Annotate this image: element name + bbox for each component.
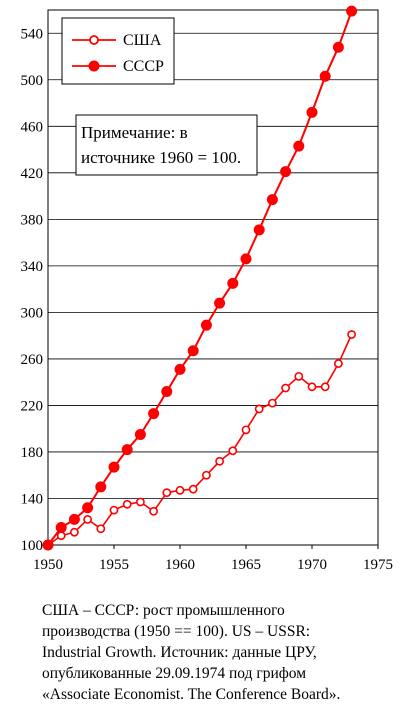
legend-label-ussr: СССР (123, 58, 164, 75)
usa-data-point (215, 456, 224, 466)
x-axis: 1950 1955 1960 1965 1970 1975 (33, 545, 393, 573)
ussr-data-point (42, 539, 54, 551)
plot-area (47, 9, 379, 546)
usa-data-point (228, 446, 238, 456)
caption-line: производства (1950 == 100). US – USSR: (42, 623, 311, 640)
y-tick-label: 140 (21, 491, 44, 507)
legend-label-usa: США (123, 32, 162, 49)
ussr-data-point (280, 166, 292, 178)
ussr-data-point (200, 319, 212, 331)
usa-data-point (320, 382, 330, 392)
note-box (75, 114, 258, 176)
note-line-1: Примечание: в (81, 123, 188, 142)
usa-data-point (96, 524, 106, 534)
y-tick-label: 180 (21, 445, 44, 461)
ussr-data-point (332, 41, 344, 53)
y-axis: 100 140 180 220 260 300 340 380 420 460 500 540 (21, 26, 44, 554)
ussr-data-point (68, 513, 80, 525)
ussr-data-point (319, 70, 331, 82)
x-tick-label: 1975 (363, 557, 393, 573)
x-tick-label: 1955 (99, 557, 129, 573)
y-tick-label: 220 (21, 398, 44, 414)
ussr-data-point (187, 345, 199, 357)
usa-data-point (347, 330, 356, 339)
usa-data-point (162, 488, 172, 498)
note-line-2: источнике 1960 = 100. (81, 148, 241, 167)
series-layer (42, 5, 358, 551)
usa-data-point (267, 398, 277, 408)
ussr-data-point (253, 224, 265, 236)
usa-data-point (175, 485, 185, 495)
ussr-data-point (240, 253, 252, 265)
usa-data-point (281, 383, 290, 393)
usa-data-point (294, 371, 304, 381)
usa-data-point (188, 484, 198, 494)
legend-box (61, 17, 175, 85)
ussr-data-point (95, 481, 107, 493)
usa-data-point (83, 515, 92, 524)
usa-data-point (149, 506, 158, 516)
y-tick-label: 100 (21, 538, 44, 554)
y-tick-label: 420 (21, 166, 44, 182)
usa-data-point (333, 359, 343, 368)
x-tick-label: 1965 (231, 557, 261, 573)
usa-data-point (201, 470, 211, 480)
ussr-data-point (346, 5, 358, 17)
ussr-data-point (306, 106, 318, 118)
ussr-data-point (293, 140, 305, 152)
usa-data-point (56, 531, 66, 541)
caption-line: Industrial Growth. Источник: данные ЦРУ, (42, 644, 317, 661)
ussr-data-point (55, 522, 67, 534)
x-tick-label: 1960 (165, 557, 195, 573)
x-tick-label: 1970 (297, 557, 327, 573)
usa-data-point (109, 505, 119, 515)
y-tick-label: 500 (21, 73, 44, 89)
annotation-note: Примечание: в источнике 1960 = 100. (75, 114, 258, 176)
ussr-data-point (134, 429, 146, 441)
legend-marker-usa (89, 35, 99, 45)
legend: США СССР (61, 17, 175, 85)
ussr-data-point (108, 461, 120, 473)
figure-caption: США – СССР: рост промышленного производс… (42, 600, 392, 705)
y-tick-label: 460 (21, 119, 44, 135)
ussr-data-point (214, 297, 226, 309)
ussr-data-point (82, 502, 94, 514)
y-tick-label: 260 (21, 352, 44, 368)
ussr-data-point (266, 194, 278, 206)
y-tick-label: 540 (21, 26, 44, 42)
caption-line: «Associate Economist. The Conference Boa… (42, 686, 341, 703)
usa-data-point (135, 497, 145, 507)
industrial-growth-chart: 100 140 180 220 260 300 340 380 420 460 500 540 195… (21, 5, 393, 573)
usa-data-point (307, 382, 317, 392)
legend-marker-ussr (88, 60, 100, 72)
usa-data-point (122, 499, 132, 509)
y-tick-label: 300 (21, 305, 44, 321)
usa-data-point (241, 425, 251, 435)
usa-data-point (254, 404, 264, 414)
ussr-data-point (148, 408, 160, 420)
usa-data-point (70, 527, 79, 537)
caption-line: опубликованные 29.09.1974 под грифом (42, 665, 307, 682)
caption-line: США – СССР: рост промышленного (42, 602, 285, 619)
ussr-data-point (121, 444, 133, 456)
y-tick-label: 380 (21, 212, 44, 228)
ussr-data-point (174, 363, 186, 375)
y-tick-label: 340 (21, 259, 44, 275)
ussr-data-point (227, 277, 239, 289)
x-tick-label: 1950 (33, 557, 63, 573)
ussr-data-point (161, 385, 173, 397)
